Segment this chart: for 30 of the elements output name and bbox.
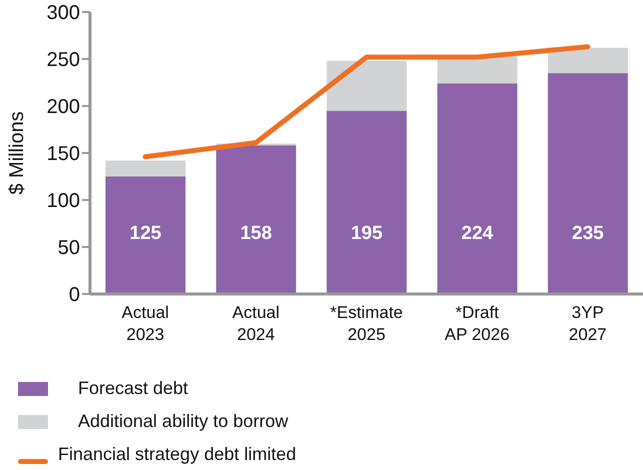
bar	[105, 176, 186, 294]
y-tick-label: 250	[46, 49, 80, 72]
bar	[216, 145, 296, 294]
data-label: 224	[461, 223, 494, 244]
bar	[105, 160, 186, 176]
data-label: 125	[130, 223, 162, 244]
bar	[548, 73, 628, 294]
y-axis-title: $ Millions	[6, 111, 28, 195]
x-tick-label: Actual 2024	[232, 303, 280, 344]
x-tick-label: Actual 2023	[122, 303, 169, 344]
legend-label: Financial strategy debt limited	[58, 444, 296, 465]
legend-label: Forecast debt	[78, 378, 188, 399]
y-tick-label: 300	[46, 2, 80, 24]
y-tick-label: 150	[46, 143, 80, 166]
y-tick-label: 200	[46, 96, 80, 118]
data-label: 195	[350, 223, 383, 244]
bar	[548, 48, 628, 74]
data-label: 235	[572, 223, 604, 244]
bar	[326, 60, 407, 111]
y-tick-label: 50	[58, 237, 80, 260]
y-tick-label: 0	[68, 284, 80, 306]
bar	[326, 110, 407, 294]
bar	[437, 56, 518, 84]
x-tick-label: *Draft AP 2026	[444, 303, 510, 344]
x-tick-label: 3YP 2027	[568, 303, 607, 344]
x-tick-label: *Estimate 2025	[330, 303, 403, 344]
bar	[437, 83, 518, 294]
data-label: 158	[240, 223, 272, 244]
y-tick-label: 100	[46, 190, 80, 212]
legend-label: Additional ability to borrow	[78, 411, 288, 432]
